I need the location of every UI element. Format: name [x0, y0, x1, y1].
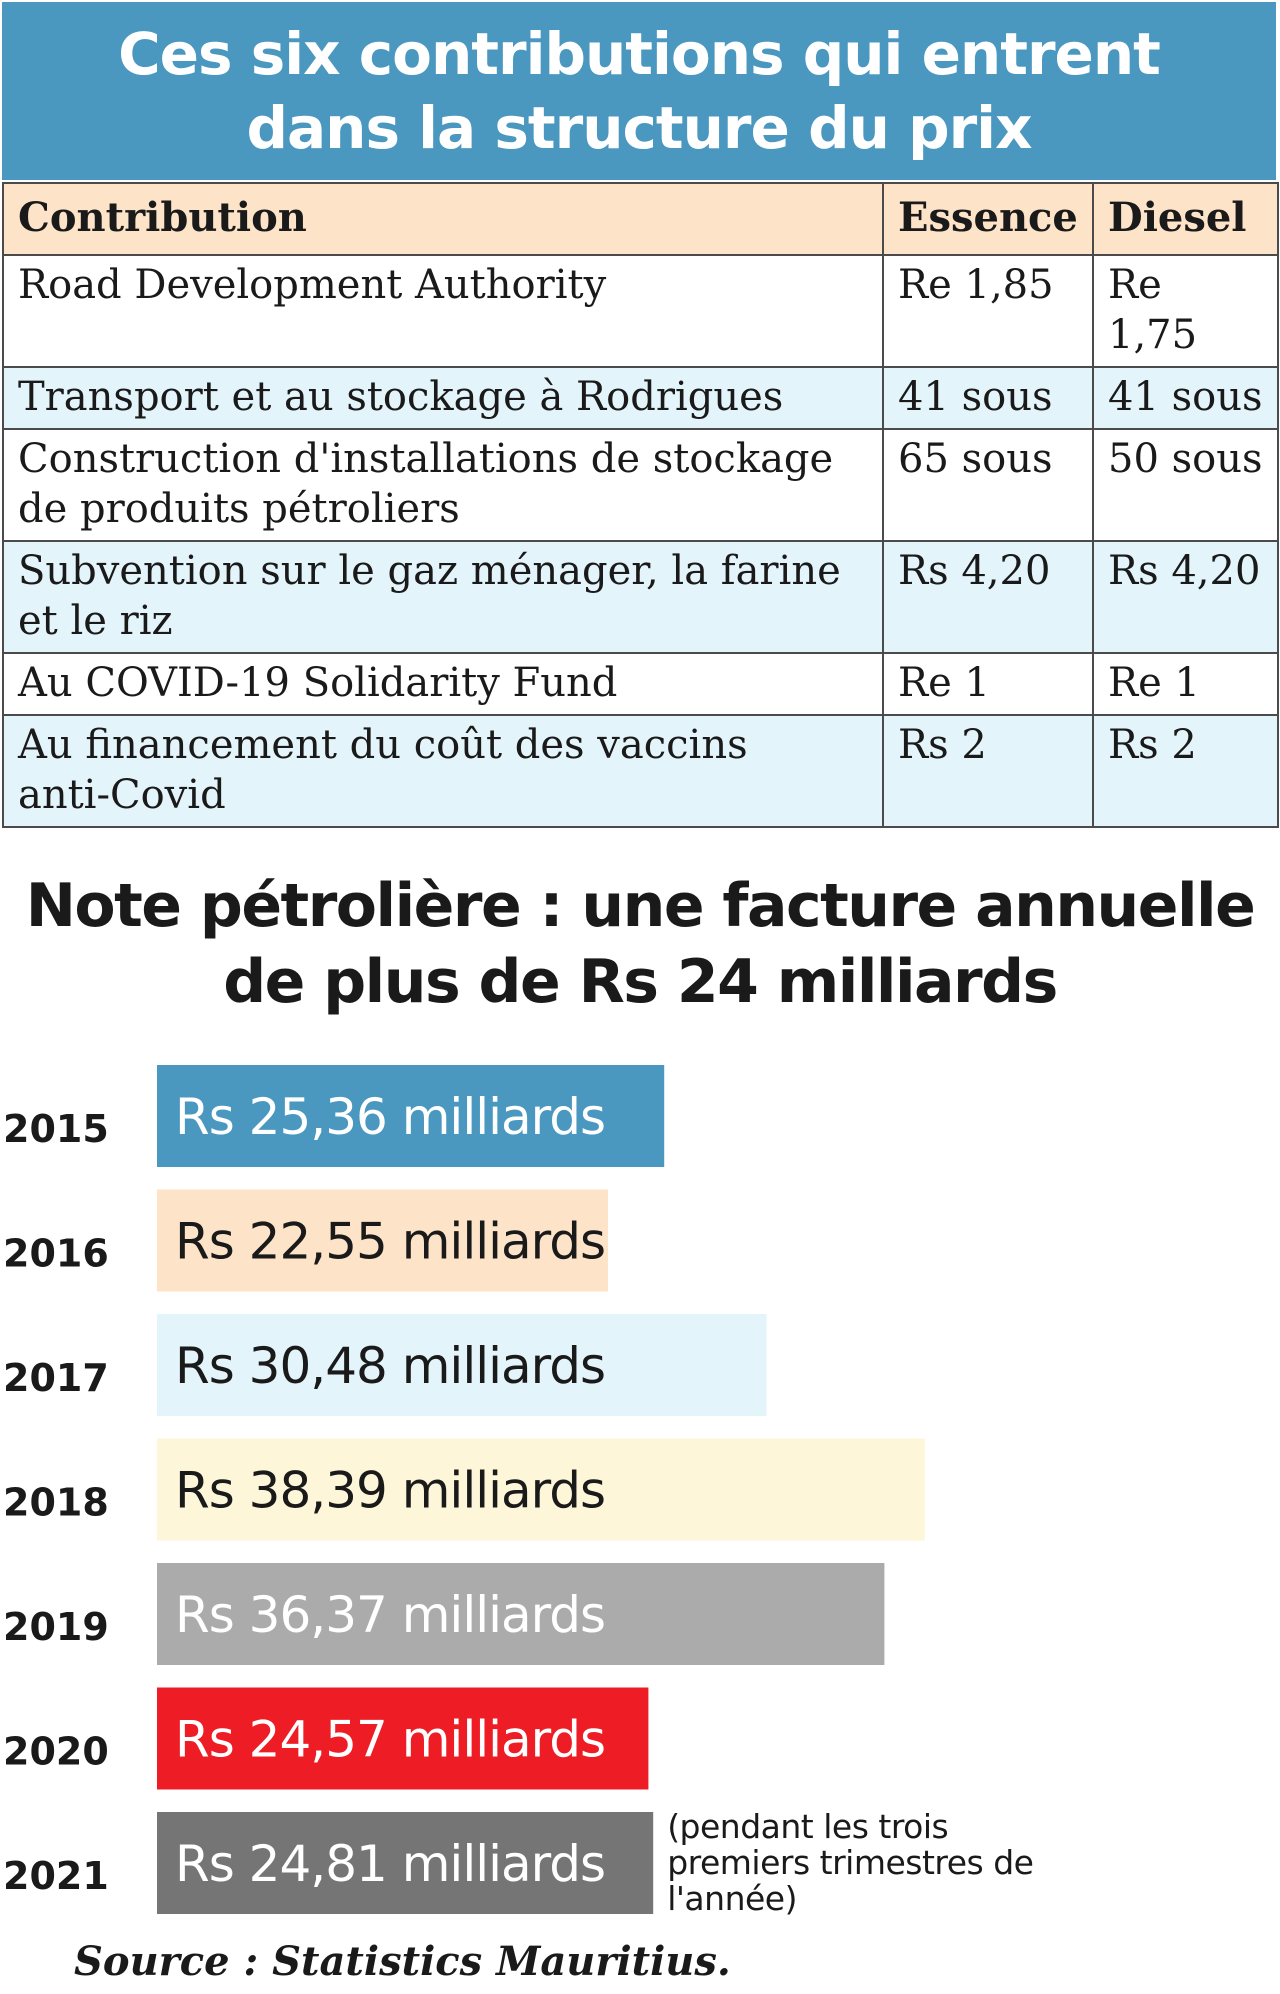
bar-label-2017: Rs 30,48 milliards	[175, 1337, 605, 1395]
year-label-2015: 2015	[3, 1107, 109, 1151]
essence-cell: 41 sous	[882, 366, 1094, 430]
essence-cell: 65 sous	[882, 428, 1094, 542]
bar-2021	[157, 1812, 654, 1914]
year-label-2016: 2016	[3, 1232, 109, 1276]
contribution-cell: Transport et au stockage à Rodrigues	[2, 366, 884, 430]
diesel-cell: 50 sous	[1092, 428, 1279, 542]
bar-2019	[157, 1563, 885, 1665]
contribution-cell: Road Development Authority	[2, 254, 884, 368]
essence-cell: Rs 2	[882, 714, 1094, 828]
diesel-cell: 41 sous	[1092, 366, 1279, 430]
contribution-text: Au COVID-19 Solidarity Fund	[18, 660, 618, 706]
header-diesel: Diesel	[1092, 182, 1279, 256]
header-essence: Essence	[882, 182, 1094, 256]
source-note: Source : Statistics Mauritius.	[74, 1938, 731, 1985]
essence-cell: Re 1	[882, 652, 1094, 716]
table-row: Subvention sur le gaz ménager, la farine…	[2, 540, 1279, 654]
bar-label-2016: Rs 22,55 milliards	[175, 1213, 605, 1271]
year-label-2021: 2021	[3, 1854, 109, 1898]
table-title-line1: Ces six contributions qui entrent	[118, 20, 1161, 88]
year-label-2017: 2017	[3, 1356, 109, 1400]
contributions-table: Contribution Essence Diesel Road Develop…	[2, 182, 1279, 828]
essence-cell: Rs 4,20	[882, 540, 1094, 654]
contribution-text: Subvention sur le gaz ménager, la farine	[18, 548, 841, 594]
annotation-line-3: l'année)	[667, 1879, 797, 1918]
contribution-cell: Subvention sur le gaz ménager, la farine…	[2, 540, 884, 654]
contribution-cell: Au COVID-19 Solidarity Fund	[2, 652, 884, 716]
contribution-text: Road Development Authority	[18, 262, 607, 308]
contribution-text: Au financement du coût des vaccins	[18, 722, 748, 768]
contribution-cell: Construction d'installations de stockage…	[2, 428, 884, 542]
table-row: Transport et au stockage à Rodrigues 41 …	[2, 366, 1279, 430]
annotation-line-2: premiers trimestres de	[667, 1843, 1033, 1882]
bar-2015	[157, 1065, 665, 1167]
bar-2020	[157, 1687, 649, 1790]
contribution-text-cont: anti-Covid	[18, 772, 226, 818]
table-row: Au financement du coût des vaccins anti-C…	[2, 714, 1279, 828]
table-header-row: Contribution Essence Diesel	[2, 182, 1279, 256]
contribution-text-cont: de produits pétroliers	[18, 486, 460, 532]
table-row: Road Development Authority Re 1,85 Re 1,…	[2, 254, 1279, 368]
bar-chart: 2015 Rs 25,36 milliards 2016 Rs 22,55 milli…	[3, 1065, 1034, 1918]
year-label-2020: 2020	[3, 1730, 109, 1774]
bar-label-2015: Rs 25,36 milliards	[175, 1088, 605, 1146]
table-title: Ces six contributions qui entrent dans l…	[2, 2, 1276, 180]
bar-label-2019: Rs 36,37 milliards	[175, 1586, 605, 1644]
bar-2017	[157, 1314, 767, 1416]
chart-title: Note pétrolière : une facture annuelle d…	[0, 868, 1280, 1020]
contribution-text-cont: et le riz	[18, 598, 173, 644]
diesel-cell: Rs 2	[1092, 714, 1279, 828]
bar-2018	[157, 1438, 925, 1541]
essence-cell: Re 1,85	[882, 254, 1094, 368]
bar-label-2018: Rs 38,39 milliards	[175, 1462, 605, 1520]
bar-label-2021: Rs 24,81 milliards	[175, 1835, 605, 1893]
year-label-2019: 2019	[3, 1605, 109, 1649]
contribution-text: Construction d'installations de stockage	[18, 436, 834, 482]
table-row: Construction d'installations de stockage…	[2, 428, 1279, 542]
chart-title-line1: Note pétrolière : une facture annuelle	[25, 871, 1256, 941]
annotation-line-1: (pendant les trois	[667, 1807, 948, 1846]
table-row: Au COVID-19 Solidarity Fund Re 1 Re 1	[2, 652, 1279, 716]
diesel-cell: Re 1,75	[1092, 254, 1279, 368]
contribution-cell: Au financement du coût des vaccins anti-C…	[2, 714, 884, 828]
contribution-text: Transport et au stockage à Rodrigues	[18, 374, 784, 420]
table-title-line2: dans la structure du prix	[246, 94, 1033, 162]
bar-2016	[157, 1189, 608, 1292]
header-contribution: Contribution	[2, 182, 884, 256]
diesel-cell: Re 1	[1092, 652, 1279, 716]
diesel-cell: Rs 4,20	[1092, 540, 1279, 654]
chart-title-line2: de plus de Rs 24 milliards	[223, 947, 1058, 1017]
bar-label-2020: Rs 24,57 milliards	[175, 1711, 605, 1769]
year-label-2018: 2018	[3, 1481, 109, 1525]
